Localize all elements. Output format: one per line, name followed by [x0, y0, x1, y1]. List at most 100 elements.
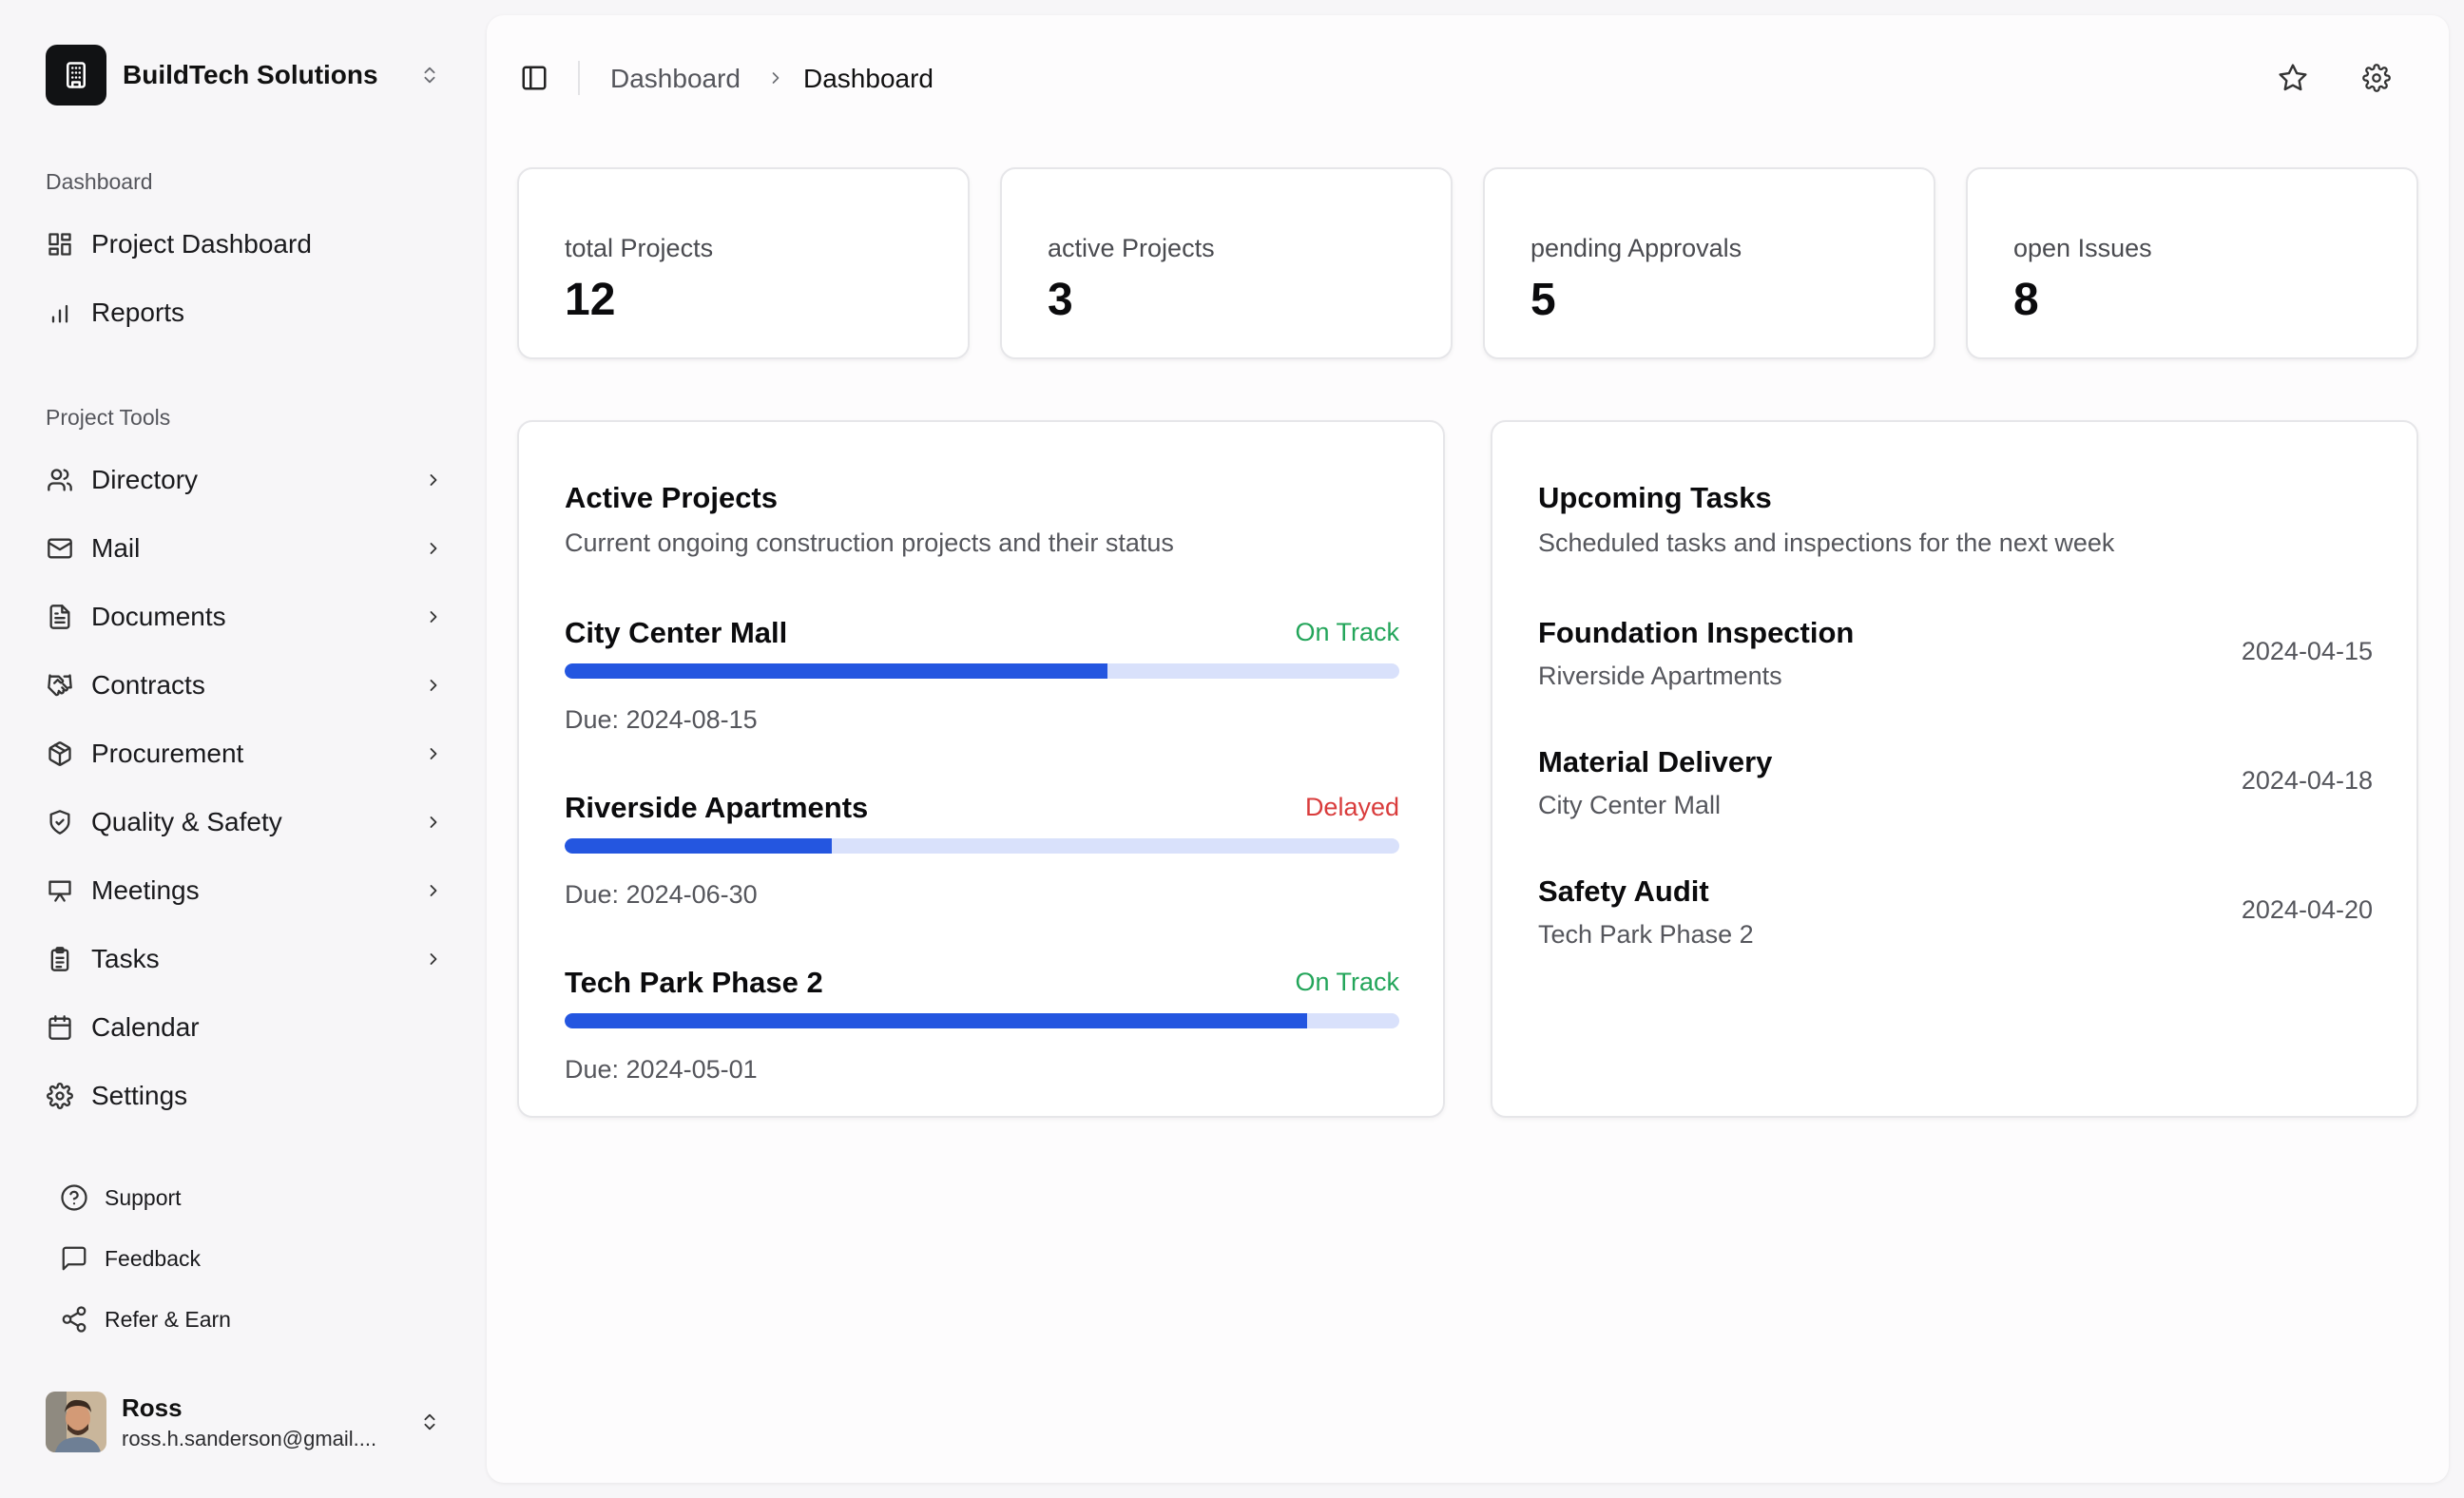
calendar-icon: [46, 1013, 74, 1042]
sidebar: BuildTech Solutions Dashboard Project Da…: [0, 0, 485, 1498]
stat-card-pending-approvals: pending Approvals 5: [1483, 167, 1935, 359]
sidebar-item-label: Tasks: [91, 944, 160, 973]
stat-label: open Issues: [2013, 234, 2152, 262]
task-project: Tech Park Phase 2: [1538, 920, 1754, 949]
breadcrumb-current: Dashboard: [803, 64, 934, 93]
status-badge: On Track: [1295, 618, 1399, 646]
sidebar-item-settings[interactable]: Settings: [46, 1069, 445, 1123]
org-switcher[interactable]: BuildTech Solutions: [46, 45, 445, 106]
sidebar-item-label: Calendar: [91, 1012, 200, 1042]
sidebar-item-project-dashboard[interactable]: Project Dashboard: [46, 218, 445, 271]
group-label-dashboard: Dashboard: [46, 169, 153, 194]
users-icon: [46, 466, 74, 494]
active-projects-card: Active Projects Current ongoing construc…: [517, 420, 1445, 1118]
user-menu[interactable]: Ross ross.h.sanderson@gmail....: [46, 1390, 445, 1454]
sidebar-item-label: Meetings: [91, 875, 200, 905]
sidebar-toggle-icon[interactable]: [519, 63, 549, 93]
stat-label: active Projects: [1048, 234, 1215, 262]
mail-icon: [46, 534, 74, 563]
help-circle-icon: [59, 1182, 89, 1213]
sidebar-item-tasks[interactable]: Tasks: [46, 932, 445, 986]
main-content: Dashboard Dashboard total Projects 12 ac…: [487, 15, 2449, 1483]
progress-fill: [565, 663, 1107, 679]
user-email: ross.h.sanderson@gmail....: [122, 1426, 377, 1450]
progress-bar: [565, 838, 1399, 854]
project-item[interactable]: City Center Mall On Track Due: 2024-08-1…: [565, 616, 1399, 749]
project-name: Tech Park Phase 2: [565, 966, 823, 999]
chevron-right-icon: [422, 742, 445, 765]
project-due-date: Due: 2024-05-01: [565, 1055, 758, 1084]
sidebar-item-label: Documents: [91, 602, 226, 631]
sidebar-item-label: Quality & Safety: [91, 807, 282, 836]
task-date: 2024-04-15: [2241, 637, 2373, 665]
stat-value: 3: [1048, 275, 1073, 325]
refer-earn-label: Refer & Earn: [105, 1306, 231, 1332]
chevron-right-icon: [422, 948, 445, 970]
stat-value: 5: [1530, 275, 1556, 325]
feedback-label: Feedback: [105, 1245, 202, 1271]
sidebar-item-label: Procurement: [91, 739, 244, 768]
status-badge: Delayed: [1304, 793, 1399, 821]
presentation-icon: [46, 876, 74, 905]
document-icon: [46, 603, 74, 631]
sidebar-item-documents[interactable]: Documents: [46, 590, 445, 643]
task-name: Foundation Inspection: [1538, 616, 1855, 649]
sidebar-item-directory[interactable]: Directory: [46, 453, 445, 507]
clipboard-icon: [46, 945, 74, 973]
stat-label: total Projects: [565, 234, 714, 262]
task-item[interactable]: Safety Audit Tech Park Phase 2 2024-04-2…: [1538, 874, 2373, 970]
project-item[interactable]: Tech Park Phase 2 On Track Due: 2024-05-…: [565, 966, 1399, 1099]
grid-icon: [46, 230, 74, 259]
sidebar-item-procurement[interactable]: Procurement: [46, 727, 445, 780]
task-project: Riverside Apartments: [1538, 662, 1782, 690]
task-item[interactable]: Material Delivery City Center Mall 2024-…: [1538, 745, 2373, 840]
upcoming-tasks-card: Upcoming Tasks Scheduled tasks and inspe…: [1491, 420, 2418, 1118]
stat-card-total-projects: total Projects 12: [517, 167, 970, 359]
project-item[interactable]: Riverside Apartments Delayed Due: 2024-0…: [565, 791, 1399, 924]
bar-chart-icon: [46, 298, 74, 327]
message-icon: [59, 1243, 89, 1274]
shield-check-icon: [46, 808, 74, 836]
project-name: Riverside Apartments: [565, 791, 869, 824]
sidebar-item-contracts[interactable]: Contracts: [46, 659, 445, 712]
chevron-right-icon: [422, 605, 445, 628]
sidebar-item-label: Settings: [91, 1081, 188, 1110]
task-name: Safety Audit: [1538, 874, 1709, 908]
sidebar-item-quality-safety[interactable]: Quality & Safety: [46, 796, 445, 849]
sidebar-item-calendar[interactable]: Calendar: [46, 1001, 445, 1054]
card-subtitle: Current ongoing construction projects an…: [565, 528, 1174, 557]
stat-card-open-issues: open Issues 8: [1966, 167, 2418, 359]
star-icon[interactable]: [2274, 59, 2312, 97]
chevron-right-icon: [762, 65, 789, 91]
group-label-project-tools: Project Tools: [46, 405, 171, 430]
stat-label: pending Approvals: [1530, 234, 1742, 262]
card-title: Upcoming Tasks: [1538, 481, 1772, 514]
building-icon: [46, 45, 106, 106]
divider: [578, 61, 580, 95]
chevron-right-icon: [422, 811, 445, 834]
breadcrumb-parent[interactable]: Dashboard: [610, 64, 741, 93]
refer-earn-link[interactable]: Refer & Earn: [59, 1298, 439, 1340]
chevron-right-icon: [422, 537, 445, 560]
share-icon: [59, 1304, 89, 1335]
org-name: BuildTech Solutions: [123, 60, 378, 89]
task-date: 2024-04-20: [2241, 895, 2373, 924]
task-name: Material Delivery: [1538, 745, 1773, 778]
package-icon: [46, 739, 74, 768]
chevron-right-icon: [422, 879, 445, 902]
task-item[interactable]: Foundation Inspection Riverside Apartmen…: [1538, 616, 2373, 711]
progress-fill: [565, 838, 832, 854]
gear-icon[interactable]: [2358, 59, 2396, 97]
support-link[interactable]: Support: [59, 1177, 439, 1219]
sidebar-item-meetings[interactable]: Meetings: [46, 864, 445, 917]
sidebar-item-reports[interactable]: Reports: [46, 286, 445, 339]
handshake-icon: [46, 671, 74, 700]
sidebar-item-mail[interactable]: Mail: [46, 522, 445, 575]
project-due-date: Due: 2024-06-30: [565, 880, 758, 909]
status-badge: On Track: [1295, 968, 1399, 996]
feedback-link[interactable]: Feedback: [59, 1238, 439, 1279]
sidebar-item-label: Directory: [91, 465, 199, 494]
card-subtitle: Scheduled tasks and inspections for the …: [1538, 528, 2115, 557]
support-label: Support: [105, 1184, 182, 1210]
sidebar-item-label: Project Dashboard: [91, 229, 312, 259]
